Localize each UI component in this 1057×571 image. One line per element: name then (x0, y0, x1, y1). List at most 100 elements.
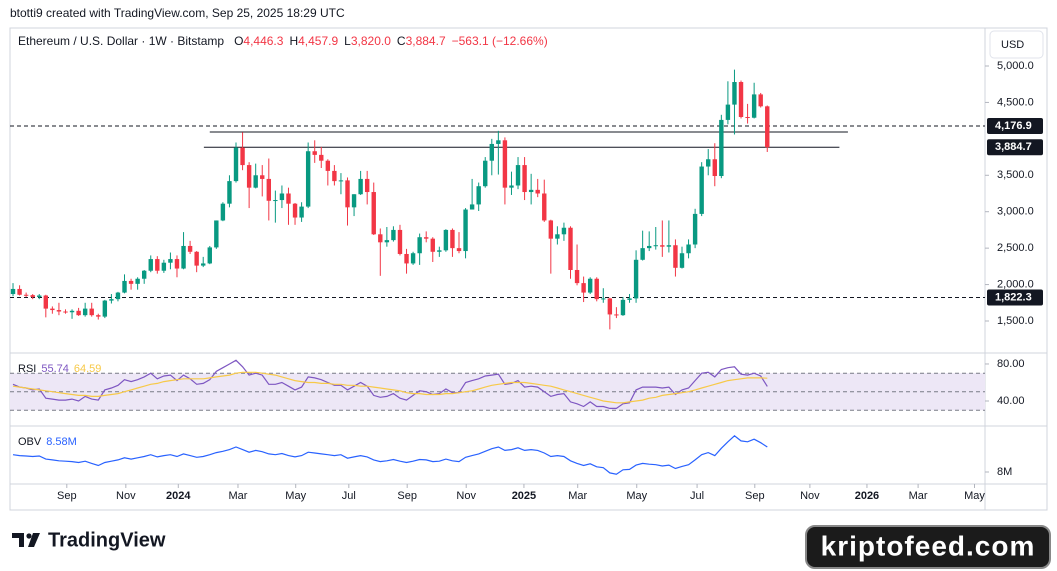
last-price-box (987, 139, 1043, 156)
candle-body (56, 310, 62, 312)
candle-body (292, 203, 298, 218)
indicator-value: 8.58M (46, 436, 77, 448)
candle-body (384, 240, 390, 243)
candle-body (522, 165, 527, 193)
indicator-value: 64.59 (74, 363, 102, 375)
candle-body (69, 310, 75, 313)
candle-body (542, 193, 547, 221)
symbol-legend: Ethereum / U.S. Dollar · 1W · Bitstamp O4… (18, 34, 548, 48)
candle-body (430, 238, 435, 252)
candle-body (456, 248, 462, 252)
candle-body (712, 159, 717, 177)
level-label: 4,176.9 (995, 120, 1032, 132)
candle-body (220, 203, 226, 221)
candle-body (594, 278, 599, 300)
x-tick-label: Sep (397, 490, 417, 502)
logo-mark (12, 533, 24, 547)
candle-body (496, 140, 501, 144)
candle-body (653, 245, 658, 247)
candle-body (633, 259, 639, 299)
candle-body (155, 259, 160, 271)
candle-body (765, 106, 770, 148)
y-tick-label: 2,000.0 (997, 278, 1034, 290)
ohlc-value: 3,884.7 (406, 34, 446, 48)
candle-body (37, 295, 42, 297)
x-tick-label: Mar (909, 490, 928, 502)
candle-body (620, 299, 626, 316)
candle-body (299, 206, 304, 218)
candle-body (141, 270, 147, 279)
y-tick-label: 2,500.0 (997, 242, 1034, 254)
y-tick-label: 3,500.0 (997, 169, 1034, 181)
candle-body (476, 186, 481, 205)
candle-body (63, 311, 68, 313)
x-tick-label: 2025 (512, 490, 536, 502)
ohlc-key: C (397, 34, 406, 48)
candle-body (122, 280, 127, 293)
candle-body (417, 237, 422, 254)
x-tick-label: 2024 (166, 490, 191, 502)
candle-body (509, 185, 514, 188)
logo-mark (28, 533, 40, 547)
candle-body (686, 244, 691, 254)
candle-body (286, 193, 291, 204)
candle-body (181, 245, 186, 269)
candle-body (128, 280, 134, 284)
indicator-line (12, 371, 768, 404)
candle-body (515, 165, 521, 186)
symbol-title: Ethereum / U.S. Dollar · 1W · Bitstamp (18, 34, 224, 48)
candle-body (397, 229, 403, 254)
x-tick-label: Mar (229, 490, 248, 502)
candle-body (732, 82, 737, 105)
candle-body (161, 262, 167, 271)
x-tick-label: Sep (745, 490, 765, 502)
candle-body (76, 310, 81, 316)
candle-body (548, 220, 554, 239)
candle-body (305, 151, 311, 207)
candle-body (738, 82, 744, 117)
candle-body (378, 234, 383, 243)
y-tick-label: 3,000.0 (997, 206, 1034, 218)
candle-body (483, 160, 488, 187)
indicator-name: RSI (18, 363, 36, 375)
candle-body (233, 147, 239, 182)
candle-body (266, 178, 272, 201)
candle-body (240, 147, 245, 166)
candle-body (555, 234, 560, 239)
candle-body (194, 251, 199, 266)
candle-body (345, 180, 350, 208)
candle-body (469, 204, 475, 210)
candle-body (692, 213, 698, 245)
candle-body (253, 175, 258, 188)
candle-body (587, 278, 593, 293)
y-tick-label: 80.00 (997, 358, 1025, 370)
candle-body (581, 283, 586, 293)
logo-text: TradingView (48, 529, 166, 551)
candle-body (607, 298, 613, 315)
candle-body (207, 247, 212, 264)
logo-mark (26, 533, 32, 539)
candle-body (450, 229, 455, 249)
ohlc-key: L (344, 34, 351, 48)
candle-body (424, 237, 429, 239)
header: btotti9 created with TradingView.com, Se… (10, 6, 345, 20)
currency-button[interactable] (989, 30, 1044, 59)
tradingview-logo (12, 533, 40, 547)
y-tick-label: 4,500.0 (997, 96, 1034, 108)
candle-body (437, 250, 442, 252)
candle-body (706, 159, 711, 167)
candle-body (115, 292, 121, 300)
candle-body (214, 220, 219, 248)
level-label: 1,822.3 (995, 291, 1032, 303)
candle-body (364, 178, 370, 193)
candle-body (640, 248, 645, 260)
candle-body (614, 314, 619, 316)
currency-label: USD (1001, 39, 1024, 51)
ohlc-key: H (289, 34, 298, 48)
candle-body (43, 295, 49, 309)
candle-body (30, 295, 35, 297)
x-tick-label: Nov (800, 490, 820, 502)
candle-body (647, 245, 652, 249)
